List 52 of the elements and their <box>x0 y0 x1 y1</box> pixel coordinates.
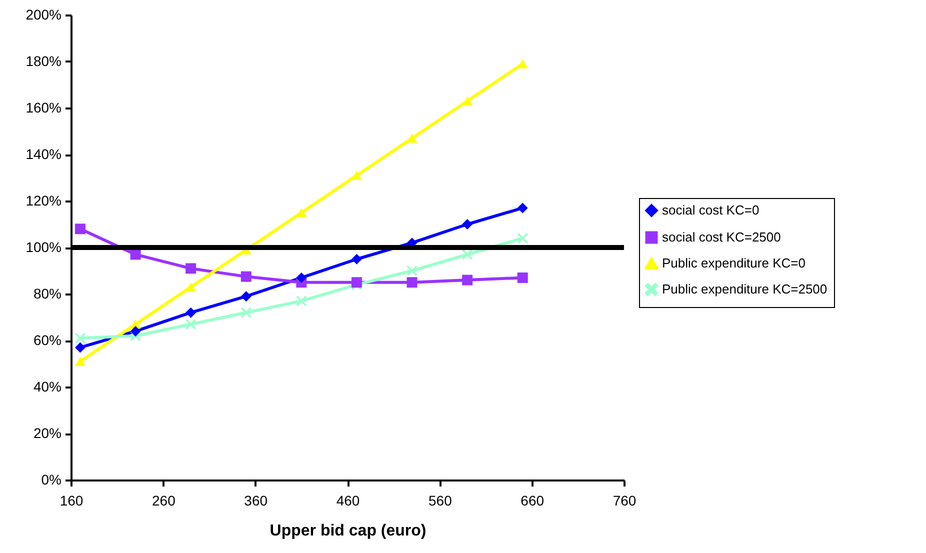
x-tick-label: 260 <box>152 492 176 508</box>
point <box>186 318 196 330</box>
x-axis-title: Upper bid cap (euro) <box>270 522 426 540</box>
y-tick-label: 180% <box>26 53 62 69</box>
point <box>240 271 252 282</box>
point <box>240 307 252 318</box>
y-tick-label: 120% <box>26 192 62 208</box>
point <box>351 170 362 180</box>
y-tick-label: 100% <box>26 239 62 255</box>
x-tick-label: 760 <box>612 492 636 508</box>
legend-label: social cost KC=2500 <box>662 230 781 244</box>
y-tick-label: 160% <box>26 100 62 116</box>
point <box>517 232 528 244</box>
point <box>296 208 307 218</box>
y-tick-label: 40% <box>33 378 62 394</box>
x-tick-label: 360 <box>244 492 268 508</box>
point <box>296 296 307 306</box>
y-tick-label: 80% <box>33 286 62 302</box>
y-tick-label: 0% <box>41 472 62 488</box>
point <box>186 263 196 274</box>
point <box>74 224 86 234</box>
point <box>74 332 86 344</box>
point <box>74 342 86 353</box>
point <box>240 291 252 302</box>
legend-label: Public expenditure KC=2500 <box>662 282 828 296</box>
point <box>406 277 418 288</box>
y-tick-label: 200% <box>26 6 62 22</box>
x-tick-label: 660 <box>520 492 544 508</box>
point <box>462 274 473 286</box>
point <box>406 134 418 143</box>
x-tick-label: 160 <box>60 492 84 508</box>
point <box>517 59 528 68</box>
point <box>517 272 528 283</box>
point <box>517 202 528 214</box>
point <box>462 219 473 230</box>
point <box>296 272 307 283</box>
x-tick-label: 460 <box>336 492 360 508</box>
point <box>186 307 196 318</box>
y-tick-label: 140% <box>26 146 62 162</box>
legend-label: social cost KC=0 <box>662 202 760 218</box>
point <box>130 326 141 336</box>
point <box>130 249 141 260</box>
point <box>74 356 86 366</box>
legend-label: Public expenditure KC=0 <box>662 256 806 270</box>
y-tick-label: 60% <box>33 332 62 348</box>
point <box>351 254 362 264</box>
point <box>186 282 196 292</box>
y-tick-label: 20% <box>33 425 62 441</box>
x-tick-label: 560 <box>428 492 452 508</box>
point <box>462 96 473 106</box>
point <box>406 266 418 276</box>
point <box>462 249 473 260</box>
